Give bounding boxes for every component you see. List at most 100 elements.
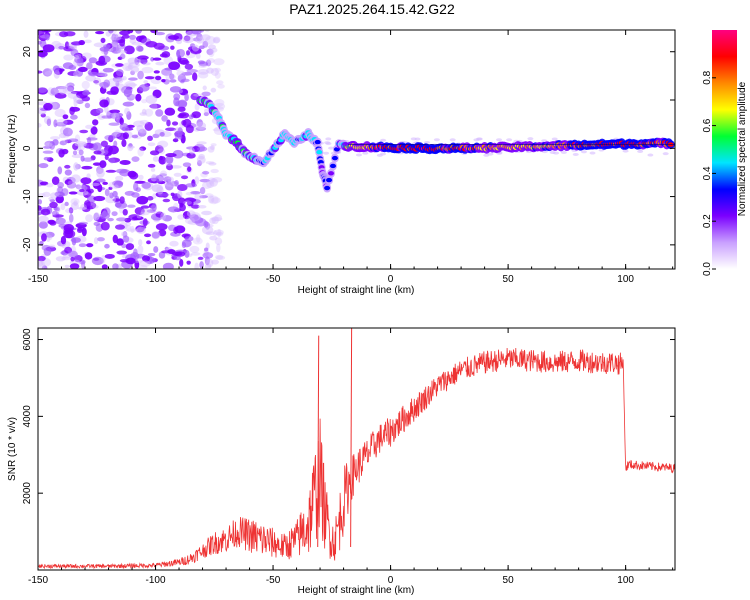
spectrogram-noise-blob <box>195 121 207 130</box>
spectrogram-noise-blob <box>99 160 107 168</box>
spectrogram-noise-blob <box>74 141 87 147</box>
spectrogram-noise-blob <box>104 134 116 141</box>
spectrogram-noise-blob <box>121 34 130 39</box>
spectrogram-noise-blob <box>210 143 217 147</box>
spectrogram-noise-blob <box>138 174 144 181</box>
spectrogram-noise-blob <box>52 65 60 73</box>
spectrogram-noise-blob <box>49 198 56 203</box>
spectrogram-noise-blob <box>119 258 130 263</box>
spectrogram-noise-blob <box>93 77 102 86</box>
spectrogram-noise-blob <box>207 58 215 64</box>
spectrogram-noise-blob <box>209 195 219 205</box>
spectrogram-noise-blob <box>155 223 168 231</box>
colorbar: 0.0 0.2 0.4 0.6 0.8 Normalized spectral ampl… <box>702 30 748 276</box>
spectrogram-noise-blob <box>209 217 216 225</box>
spectrogram-noise-blob <box>108 30 114 34</box>
spectrogram-noise-blob <box>197 256 204 260</box>
spectrogram-noise-blob <box>124 225 132 230</box>
spectrogram-noise-blob <box>210 168 219 174</box>
spectrogram-noise-blob <box>176 38 183 45</box>
figure-title: PAZ1.2025.264.15.42.G22 <box>289 1 455 17</box>
spectrogram-noise-blob <box>449 138 456 142</box>
spectrogram-noise-blob <box>96 71 108 77</box>
spectrogram-noise-blob <box>121 139 127 147</box>
colorbar-tick-label: 0.8 <box>702 70 713 84</box>
spectrogram-noise-blob <box>77 206 88 210</box>
spectrogram-noise-blob <box>213 36 221 43</box>
spectrogram-noise-blob <box>212 230 218 237</box>
spectrogram-noise-blob <box>202 40 209 48</box>
spectrogram-noise-blob <box>433 138 440 142</box>
spectrogram-noise-blob <box>163 176 172 183</box>
spectrogram-noise-blob <box>112 263 119 269</box>
spectrogram-noise-blob <box>111 33 117 42</box>
spectrogram-noise-blob <box>109 192 114 199</box>
spectrogram-noise-blob <box>662 152 669 156</box>
spectrogram-noise-blob <box>70 41 83 46</box>
spectrogram-noise-blob <box>79 188 85 193</box>
spectrogram-noise-blob <box>169 79 177 83</box>
spectrogram-noise-blob <box>212 37 220 44</box>
snr-y-tick-label: 2000 <box>22 482 33 505</box>
spectrogram-noise-blob <box>143 79 149 85</box>
spectrogram-noise-blob <box>53 206 60 212</box>
spectrogram-tone-track <box>196 95 675 193</box>
spectrogram-noise-blob <box>146 240 151 245</box>
spectrogram-noise-blob <box>126 124 135 128</box>
spectrogram-noise-blob <box>140 211 146 216</box>
spectrogram-noise-blob <box>162 198 171 203</box>
spectrogram-noise-blob <box>560 150 567 154</box>
spectrogram-noise-blob <box>136 59 148 63</box>
spectrogram-noise-blob <box>182 118 192 128</box>
spectrogram-noise-blob <box>113 180 124 189</box>
spectrogram-noise-blob <box>139 119 149 125</box>
spectrogram-noise-blob <box>50 101 61 110</box>
spectrogram-noise-blob <box>137 55 149 60</box>
spectrogram-noise-blob <box>86 62 93 70</box>
spectrogram-noise-blob <box>45 182 54 188</box>
spectrogram-noise-blob <box>73 98 78 107</box>
spectrogram-y-tick-label: 20 <box>22 46 33 58</box>
spectrogram-noise-blob <box>91 182 100 187</box>
spectrogram-noise-blob <box>64 264 70 269</box>
spectrogram-noise-blob <box>195 36 205 44</box>
tone-track-point <box>314 139 321 145</box>
spectrogram-noise-blob <box>92 142 102 151</box>
spectrogram-x-tick-label: -150 <box>28 274 48 285</box>
spectrogram-noise-blob <box>132 215 144 221</box>
spectrogram-noise-blob <box>572 152 579 156</box>
spectrogram-y-tick-label: 0 <box>22 145 33 151</box>
spectrogram-noise-blob <box>104 154 109 161</box>
spectrogram-noise-blob <box>138 84 150 92</box>
spectrogram-noise-blob <box>46 118 52 127</box>
spectrogram-noise-blob <box>208 44 217 50</box>
spectrogram-noise-blob <box>152 156 160 162</box>
snr-x-ticks: -150 -100 -50 0 50 100 <box>28 328 674 586</box>
spectrogram-noise-blob <box>410 137 417 141</box>
spectrogram-noise-blob <box>192 72 198 82</box>
spectrogram-noise-blob <box>38 205 42 211</box>
spectrogram-noise-blob <box>140 208 151 216</box>
spectrogram-noise-blob <box>214 254 224 260</box>
tone-track-point <box>326 177 333 183</box>
spectrogram-noise-blob <box>214 71 221 79</box>
spectrogram-noise-blob <box>84 102 91 109</box>
spectrogram-noise-blob <box>137 245 144 254</box>
spectrogram-noise-blob <box>125 257 136 265</box>
spectrogram-noise-blob <box>125 222 132 226</box>
spectrogram-noise-blob <box>61 148 69 155</box>
spectrogram-noise-blob <box>115 69 124 77</box>
spectrogram-noise-blob <box>199 187 206 195</box>
spectrogram-noise-blob <box>142 218 148 227</box>
spectrogram-noise-blob <box>147 163 156 168</box>
spectrogram-noise-blob <box>136 124 144 133</box>
spectrogram-noise-blob <box>169 86 182 93</box>
spectrogram-noise-blob <box>59 140 68 146</box>
spectrogram-x-tick-label: -50 <box>266 274 281 285</box>
spectrogram-x-tick-label: -100 <box>146 274 166 285</box>
spectrogram-noise-blob <box>181 175 189 180</box>
spectrogram-noise-blob <box>214 102 226 110</box>
spectrogram-y-tick-label: -10 <box>22 189 33 204</box>
spectrogram-noise-blob <box>117 49 127 54</box>
